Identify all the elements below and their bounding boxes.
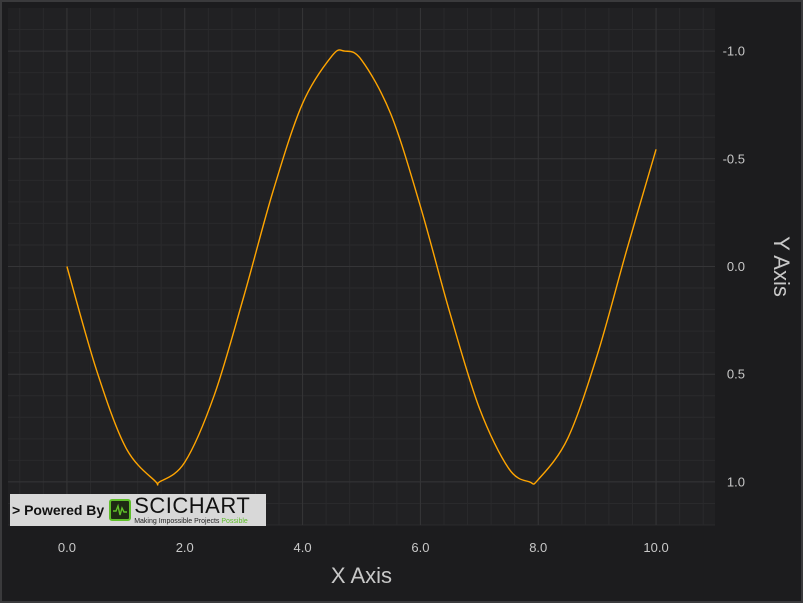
y-tick-label: 0.5 [727, 367, 745, 382]
brand-name: SCICHART [134, 493, 251, 518]
brand-tagline: Making Impossible Projects Possible [134, 518, 250, 525]
y-tick-label: -1.0 [723, 44, 745, 59]
scichart-logo-text: SCICHART Making Impossible Projects Poss… [134, 493, 251, 526]
y-axis-title: Y Axis [769, 236, 794, 297]
x-tick-label: 4.0 [294, 540, 312, 555]
x-tick-label: 0.0 [58, 540, 76, 555]
y-axis-ticks: -1.0 -0.5 0.0 0.5 1.0 [723, 44, 745, 490]
y-tick-label: -0.5 [723, 151, 745, 166]
x-tick-label: 8.0 [529, 540, 547, 555]
x-axis-title: X Axis [331, 563, 392, 588]
powered-by-badge[interactable]: > Powered By SCICHART Making Impossible … [10, 494, 266, 526]
y-tick-label: 1.0 [727, 474, 745, 489]
brand-tagline-main: Making Impossible Projects [134, 518, 220, 525]
x-axis-ticks: 0.0 2.0 4.0 6.0 8.0 10.0 [58, 540, 669, 555]
series-group [66, 49, 657, 486]
x-tick-label: 2.0 [176, 540, 194, 555]
x-tick-label: 10.0 [643, 540, 668, 555]
grid-major [8, 8, 715, 525]
powered-by-label: > Powered By [12, 502, 105, 518]
brand-tagline-accent: Possible [221, 518, 248, 525]
y-tick-label: 0.0 [727, 259, 745, 274]
series-line[interactable] [66, 49, 657, 486]
scichart-logo-icon [109, 499, 132, 521]
x-tick-label: 6.0 [411, 540, 429, 555]
